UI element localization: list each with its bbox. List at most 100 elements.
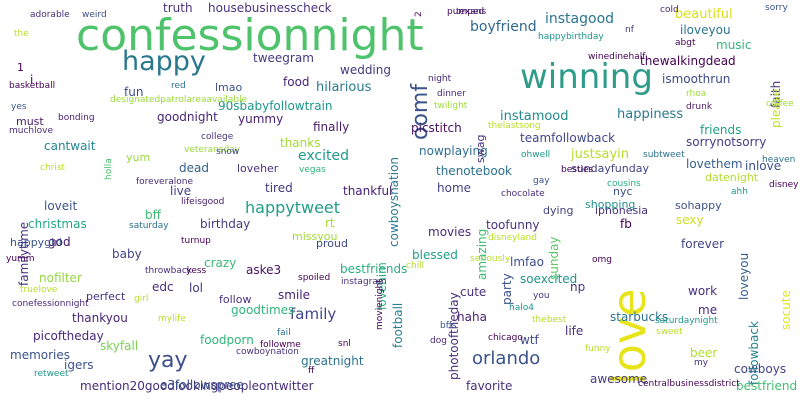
word-picstitch: picstitch bbox=[411, 121, 462, 135]
word-dying: dying bbox=[543, 204, 574, 217]
word-college: college bbox=[201, 132, 234, 142]
word-boyfriend: boyfriend bbox=[470, 19, 537, 35]
word-subtweet: subtweet bbox=[643, 150, 685, 160]
word-yum: yum bbox=[126, 151, 151, 164]
word-mylife: mylife bbox=[158, 314, 186, 324]
word-baby: baby bbox=[112, 247, 142, 261]
word-home: home bbox=[437, 181, 472, 195]
word-wedding: wedding bbox=[340, 63, 391, 77]
word-abgt: abgt bbox=[675, 38, 696, 48]
word-edc: edc bbox=[152, 280, 174, 294]
word-the: the bbox=[14, 29, 29, 39]
word-basketball: basketball bbox=[9, 81, 56, 91]
word-foodporn: foodporn bbox=[200, 333, 254, 347]
word-christ: christ bbox=[40, 163, 66, 173]
word-night: night bbox=[428, 74, 452, 84]
word-sorry: sorry bbox=[765, 3, 788, 13]
word-nofilter: nofilter bbox=[39, 271, 82, 285]
word-confessionnight: confessionnight bbox=[76, 10, 424, 61]
word-bff: bff bbox=[145, 208, 161, 222]
word-football: football bbox=[391, 302, 405, 348]
word-yes: yes bbox=[11, 102, 27, 112]
word-halo4: halo4 bbox=[509, 303, 534, 313]
word-designatedpatrolareaavailable: designatedpatrolareaavailable bbox=[110, 95, 248, 105]
word-1: 1 bbox=[17, 61, 24, 74]
word-crazy: crazy bbox=[204, 256, 237, 270]
word-muchlove: muchlove bbox=[9, 126, 53, 136]
word-instagram: instagram bbox=[341, 277, 387, 287]
word-nf: nf bbox=[625, 25, 634, 35]
word-greatnight: greatnight bbox=[301, 354, 364, 368]
word-hilarious: hilarious bbox=[316, 80, 372, 95]
word-cute: cute bbox=[460, 285, 487, 299]
word-party: party bbox=[500, 273, 514, 305]
word-smile: smile bbox=[278, 288, 310, 302]
word-housebusinesscheck: housebusinesscheck bbox=[208, 1, 332, 15]
word-girl: girl bbox=[134, 294, 149, 304]
word-bestfriend: bestfriend bbox=[736, 379, 798, 393]
word-rhoa: rhoa bbox=[686, 89, 707, 99]
word-christmas: christmas bbox=[28, 217, 87, 231]
word-vegas: vegas bbox=[299, 165, 326, 175]
word-blessed: blessed bbox=[412, 248, 458, 262]
word-weird: weird bbox=[82, 10, 107, 20]
word-lol: lol bbox=[189, 281, 204, 295]
word-coffee: coffee bbox=[766, 99, 794, 109]
word-i: i bbox=[30, 73, 34, 87]
word-yess: yess bbox=[186, 266, 207, 276]
word-datenight: datenight bbox=[705, 171, 759, 184]
word-truelove: truelove bbox=[20, 285, 58, 295]
word-orlando: orlando bbox=[472, 348, 541, 369]
word-nyc: nyc bbox=[613, 185, 633, 198]
word-seriously: seriously bbox=[470, 254, 511, 264]
word-birthday: birthday bbox=[200, 217, 251, 231]
word-skyfall: skyfall bbox=[100, 339, 139, 353]
word-lifeisgood: lifeisgood bbox=[181, 197, 225, 207]
word-foreveralone: foreveralone bbox=[136, 177, 194, 187]
word-gay: gay bbox=[533, 176, 550, 186]
word-teamfollowback: teamfollowback bbox=[520, 131, 616, 145]
word-nowplaying: nowplaying bbox=[419, 144, 488, 158]
word-cowboys: cowboys bbox=[734, 362, 787, 376]
word-spoiled: spoiled bbox=[298, 273, 331, 283]
word-bffs: bffs bbox=[440, 321, 457, 331]
word-rt: rt bbox=[325, 216, 335, 230]
word-instagood: instagood bbox=[545, 11, 615, 27]
word-followback: followback bbox=[747, 321, 761, 385]
word-sohappy: sohappy bbox=[675, 199, 722, 212]
word-disneyland: disneyland bbox=[488, 233, 537, 243]
word-drunk: drunk bbox=[686, 102, 713, 112]
word-veteransday: veteransday bbox=[184, 145, 241, 155]
word-saturday: saturday bbox=[129, 221, 169, 231]
word-bonding: bonding bbox=[58, 113, 95, 123]
word-iphonesia: iphonesia bbox=[595, 204, 649, 217]
word-wtf: wtf bbox=[520, 333, 539, 347]
word-god: god bbox=[48, 235, 71, 249]
word-happiness: happiness bbox=[617, 107, 684, 122]
word-thanks: thanks bbox=[280, 136, 321, 150]
word-np: np bbox=[570, 280, 586, 294]
word-socute: socute bbox=[779, 290, 793, 330]
word-fun: fun bbox=[124, 85, 144, 99]
word-dinner: dinner bbox=[437, 89, 466, 99]
word-happygirl: happygirl bbox=[10, 236, 62, 249]
word-holla: holla bbox=[104, 158, 114, 180]
word-family: family bbox=[290, 305, 337, 323]
word-cowboysnation: cowboysnation bbox=[387, 156, 401, 247]
word-happy: happy bbox=[122, 46, 206, 77]
word-justsayin: justsayin bbox=[571, 147, 630, 162]
word-snow: snow bbox=[216, 147, 240, 157]
word-sexy: sexy bbox=[676, 213, 704, 227]
word-love: love bbox=[602, 288, 656, 385]
word-excited: excited bbox=[298, 148, 349, 164]
word-missyou: missyou bbox=[292, 230, 338, 243]
word-lmao: lmao bbox=[215, 81, 243, 94]
word-starbucks: starbucks bbox=[610, 310, 669, 324]
word-haha: haha bbox=[457, 310, 487, 324]
word-inlove: inlove bbox=[745, 159, 782, 173]
word-food: food bbox=[283, 75, 310, 89]
word-happybirthday: happybirthday bbox=[538, 32, 604, 42]
word-yay: yay bbox=[148, 348, 188, 373]
word-throwback: throwback bbox=[145, 266, 192, 276]
